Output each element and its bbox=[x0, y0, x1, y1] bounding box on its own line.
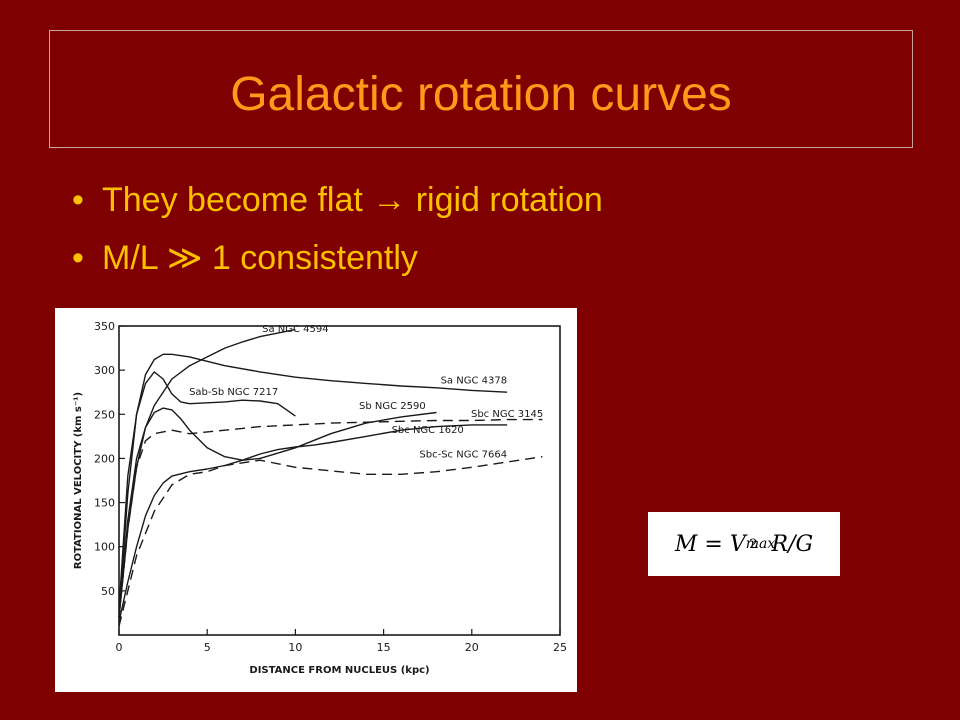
rotation-curve-chart: 0 5 10 15 20 25 50 100 150 200 250 300 350 DISTANCE F… bbox=[55, 308, 577, 692]
title-frame: Galactic rotation curves bbox=[49, 30, 913, 148]
y-tick-label: 300 bbox=[94, 364, 115, 377]
series-label: Sbc-Sc NGC 7664 bbox=[419, 450, 507, 461]
x-tick-label: 10 bbox=[288, 641, 302, 654]
series-line bbox=[118, 371, 296, 609]
x-tick-label: 0 bbox=[116, 641, 123, 654]
bullet-text-post: 1 consistently bbox=[202, 239, 418, 277]
x-axis-label: DISTANCE FROM NUCLEUS (kpc) bbox=[249, 665, 429, 676]
bullet-item: • M/L ≫ 1 consistently bbox=[72, 238, 603, 296]
y-tick-label: 350 bbox=[94, 320, 115, 333]
formula-lhs: M bbox=[674, 531, 698, 557]
bullet-marker: • bbox=[72, 239, 84, 277]
y-tick-label: 50 bbox=[101, 585, 115, 598]
series-line bbox=[118, 418, 543, 618]
series-line bbox=[118, 407, 437, 618]
y-tick-label: 150 bbox=[94, 497, 115, 510]
x-tick-label: 25 bbox=[553, 641, 567, 654]
series-line bbox=[118, 456, 543, 627]
y-tick-label: 200 bbox=[94, 452, 115, 465]
plot-frame bbox=[118, 325, 561, 636]
series-line bbox=[118, 353, 508, 618]
series-label: Sab-Sb NGC 7217 bbox=[189, 387, 278, 398]
series-label: Sb NGC 2590 bbox=[359, 401, 426, 412]
series-label: Sa NGC 4378 bbox=[441, 375, 508, 386]
series-label: Sbc NGC 3145 bbox=[471, 409, 543, 420]
bullet-list: • They become flat → rigid rotation • M/L … bbox=[72, 180, 603, 296]
bullet-marker: • bbox=[72, 181, 84, 219]
formula-rest: R/G bbox=[771, 531, 814, 557]
formula-equals: = bbox=[704, 531, 723, 557]
formula-subscript: max bbox=[745, 536, 776, 552]
series-line bbox=[118, 424, 508, 622]
x-tick-label: 20 bbox=[465, 641, 479, 654]
bullet-item: • They become flat → rigid rotation bbox=[72, 180, 603, 238]
bullet-text-pre: They become flat bbox=[102, 181, 373, 219]
series-label: Sbc NGC 1620 bbox=[392, 425, 464, 436]
chart-svg: 0 5 10 15 20 25 50 100 150 200 250 300 350 DISTANCE F… bbox=[73, 320, 567, 676]
y-tick-label: 100 bbox=[94, 541, 115, 554]
slide-title: Galactic rotation curves bbox=[230, 68, 732, 121]
formula-superscript: 2 bbox=[749, 536, 758, 552]
formula-velocity: V bbox=[729, 531, 746, 557]
much-greater-symbol: ≫ bbox=[166, 239, 203, 277]
bullet-text-post: rigid rotation bbox=[406, 181, 603, 219]
series-label: Sa NGC 4594 bbox=[262, 324, 329, 335]
x-tick-label: 5 bbox=[204, 641, 211, 654]
arrow-symbol: → bbox=[372, 181, 407, 219]
bullet-text-pre: M/L bbox=[102, 239, 167, 277]
x-tick-label: 15 bbox=[377, 641, 391, 654]
y-axis-label: ROTATIONAL VELOCITY (km s⁻¹) bbox=[73, 392, 84, 569]
y-tick-label: 250 bbox=[94, 408, 115, 421]
